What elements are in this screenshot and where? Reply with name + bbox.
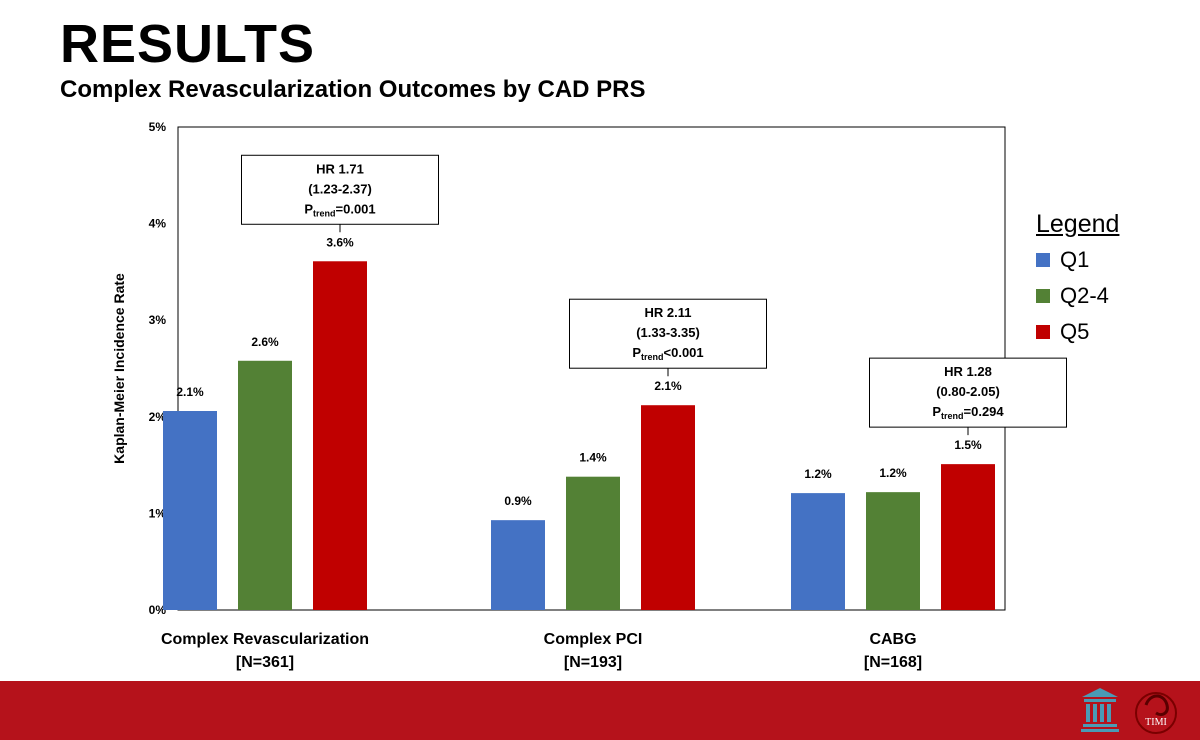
- bar-value-label: 1.4%: [579, 451, 607, 465]
- bar-chart: 0% 1% 2% 3% 4% 5% Kaplan-Meier Incidence Rate 2…: [111, 120, 1067, 671]
- legend-title: Legend: [1036, 210, 1120, 238]
- bar-value-label: 2.6%: [251, 335, 279, 349]
- hr-value: HR 1.28: [944, 364, 992, 379]
- bar: [491, 520, 545, 610]
- hr-ci: (0.80-2.05): [936, 384, 1000, 399]
- hr-ci: (1.23-2.37): [308, 181, 372, 196]
- timi-logo-icon: TIMI: [1135, 692, 1177, 734]
- legend-swatch: [1036, 325, 1050, 339]
- bar-value-label: 1.2%: [879, 466, 907, 480]
- bar-value-label: 1.5%: [954, 438, 982, 452]
- p-trend-value: =0.001: [336, 201, 376, 216]
- p-trend-subscript: trend: [313, 208, 336, 218]
- footer-logos: TIMI: [1081, 688, 1177, 734]
- hr-annotation-box: [241, 154, 439, 225]
- bar: [941, 464, 995, 610]
- p-trend-value: <0.001: [664, 345, 704, 360]
- chart-legend: Legend Q1 Q2-4 Q5: [1036, 206, 1119, 350]
- bar: [163, 411, 217, 610]
- x-category-n: [N=361]: [236, 654, 294, 671]
- bar: [566, 476, 620, 610]
- hr-value: HR 1.71: [316, 161, 364, 176]
- p-trend: Ptrend=0.001: [304, 201, 375, 218]
- legend-items: Q1 Q2-4 Q5: [1036, 242, 1119, 350]
- y-tick-label: 0%: [149, 603, 167, 617]
- hr-annotation-box: [569, 298, 767, 369]
- y-tick-label: 2%: [149, 410, 167, 424]
- slide-title: RESULTS: [60, 14, 316, 74]
- p-trend-letter: P: [304, 201, 313, 216]
- bar: [238, 360, 292, 610]
- p-trend: Ptrend<0.001: [632, 345, 703, 362]
- bar: [641, 405, 695, 610]
- legend-label: Q1: [1060, 247, 1090, 272]
- bar-value-label: 0.9%: [504, 494, 532, 508]
- institution-logo-icon: [1081, 688, 1119, 732]
- p-trend-letter: P: [932, 404, 941, 419]
- legend-label: Q5: [1060, 319, 1090, 344]
- y-tick-label: 1%: [149, 506, 167, 520]
- x-category-n: [N=168]: [864, 654, 922, 671]
- p-trend-value: =0.294: [964, 404, 1005, 419]
- slide-subtitle: Complex Revascularization Outcomes by CA…: [60, 76, 646, 103]
- x-category-label: Complex PCI: [544, 631, 643, 648]
- footer-bar: [0, 681, 1200, 740]
- legend-swatch: [1036, 253, 1050, 267]
- x-category-n: [N=193]: [564, 654, 622, 671]
- p-trend-letter: P: [632, 345, 641, 360]
- hr-annotation-box: [869, 357, 1067, 428]
- bar-value-label: 3.6%: [326, 235, 354, 249]
- x-category-label: CABG: [869, 631, 916, 648]
- p-trend-subscript: trend: [941, 411, 964, 421]
- y-axis-label: Kaplan-Meier Incidence Rate: [111, 273, 127, 464]
- p-trend: Ptrend=0.294: [932, 404, 1004, 421]
- bar: [313, 261, 367, 610]
- y-tick-label: 5%: [149, 120, 167, 134]
- bar-value-label: 2.1%: [654, 379, 682, 393]
- y-tick-label: 4%: [149, 217, 167, 231]
- bar-value-label: 2.1%: [176, 385, 204, 399]
- timi-logo-text: TIMI: [1145, 717, 1167, 728]
- legend-item: Q5: [1036, 314, 1119, 350]
- legend-item: Q1: [1036, 242, 1119, 278]
- bar-value-label: 1.2%: [804, 467, 832, 481]
- legend-swatch: [1036, 289, 1050, 303]
- x-category-label: Complex Revascularization: [161, 631, 369, 648]
- bar: [866, 492, 920, 610]
- p-trend-subscript: trend: [641, 352, 664, 362]
- y-tick-label: 3%: [149, 313, 167, 327]
- bar: [791, 493, 845, 610]
- hr-value: HR 2.11: [645, 305, 692, 320]
- legend-label: Q2-4: [1060, 283, 1109, 308]
- hr-ci: (1.33-3.35): [636, 325, 700, 340]
- legend-item: Q2-4: [1036, 278, 1119, 314]
